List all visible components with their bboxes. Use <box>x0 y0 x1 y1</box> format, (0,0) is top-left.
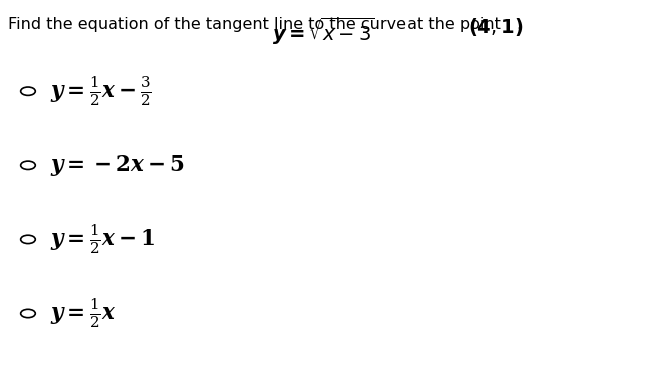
Text: at the point: at the point <box>402 17 505 32</box>
Text: $\boldsymbol{y = \frac{1}{2}x - 1}$: $\boldsymbol{y = \frac{1}{2}x - 1}$ <box>50 222 155 256</box>
Text: $\boldsymbol{(4,1)}$: $\boldsymbol{(4,1)}$ <box>468 16 523 38</box>
Text: $\boldsymbol{y = \frac{1}{2}x}$: $\boldsymbol{y = \frac{1}{2}x}$ <box>50 296 117 331</box>
Text: $\boldsymbol{y = \frac{1}{2}x - \frac{3}{2}}$: $\boldsymbol{y = \frac{1}{2}x - \frac{3}… <box>50 74 152 108</box>
Text: $\boldsymbol{y = -2x - 5}$: $\boldsymbol{y = -2x - 5}$ <box>50 153 184 178</box>
Text: $\boldsymbol{y = \sqrt{x-3}}$: $\boldsymbol{y = \sqrt{x-3}}$ <box>272 16 374 47</box>
Text: Find the equation of the tangent line to the curve: Find the equation of the tangent line to… <box>8 17 411 32</box>
Text: .: . <box>516 17 521 32</box>
